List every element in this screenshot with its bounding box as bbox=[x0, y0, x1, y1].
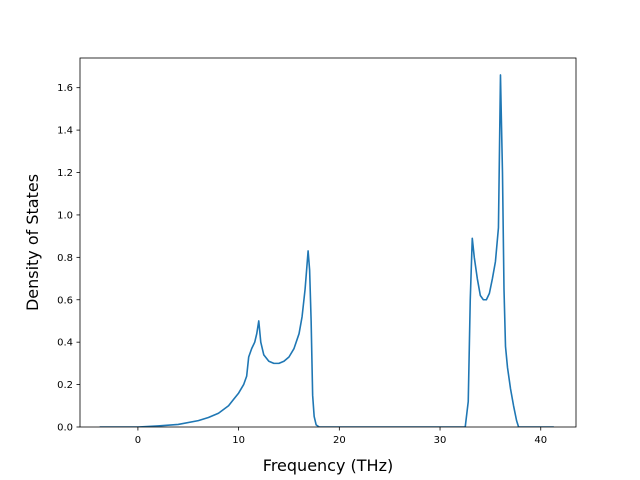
x-tick-label: 30 bbox=[434, 435, 447, 446]
y-tick-label: 1.4 bbox=[57, 126, 73, 137]
chart-axes: 0 10 20 30 40 0.0 0.2 0.4 0.6 0.8 1.0 1.2 1.4 1.6 bbox=[57, 57, 577, 446]
x-tick-label: 20 bbox=[333, 435, 346, 446]
x-tick-label: 40 bbox=[534, 435, 547, 446]
plot-background bbox=[80, 58, 576, 427]
y-tick-label: 0.6 bbox=[57, 295, 73, 306]
y-tick-label: 1.2 bbox=[57, 168, 73, 179]
x-tick-label: 10 bbox=[232, 435, 245, 446]
y-tick-label: 1.0 bbox=[57, 210, 73, 221]
y-tick-label: 0.8 bbox=[57, 253, 73, 264]
chart-marks bbox=[99, 74, 554, 427]
y-axis-label: Density of States bbox=[23, 174, 42, 311]
y-tick-label: 0.0 bbox=[57, 423, 73, 434]
y-tick-label: 0.2 bbox=[57, 380, 73, 391]
series-line-0 bbox=[99, 74, 554, 427]
x-axis-label: Frequency (THz) bbox=[263, 456, 393, 475]
plot-frame bbox=[79, 57, 577, 428]
y-tick-label: 1.6 bbox=[57, 83, 73, 94]
x-tick-label: 0 bbox=[135, 435, 141, 446]
y-tick-label: 0.4 bbox=[57, 338, 73, 349]
